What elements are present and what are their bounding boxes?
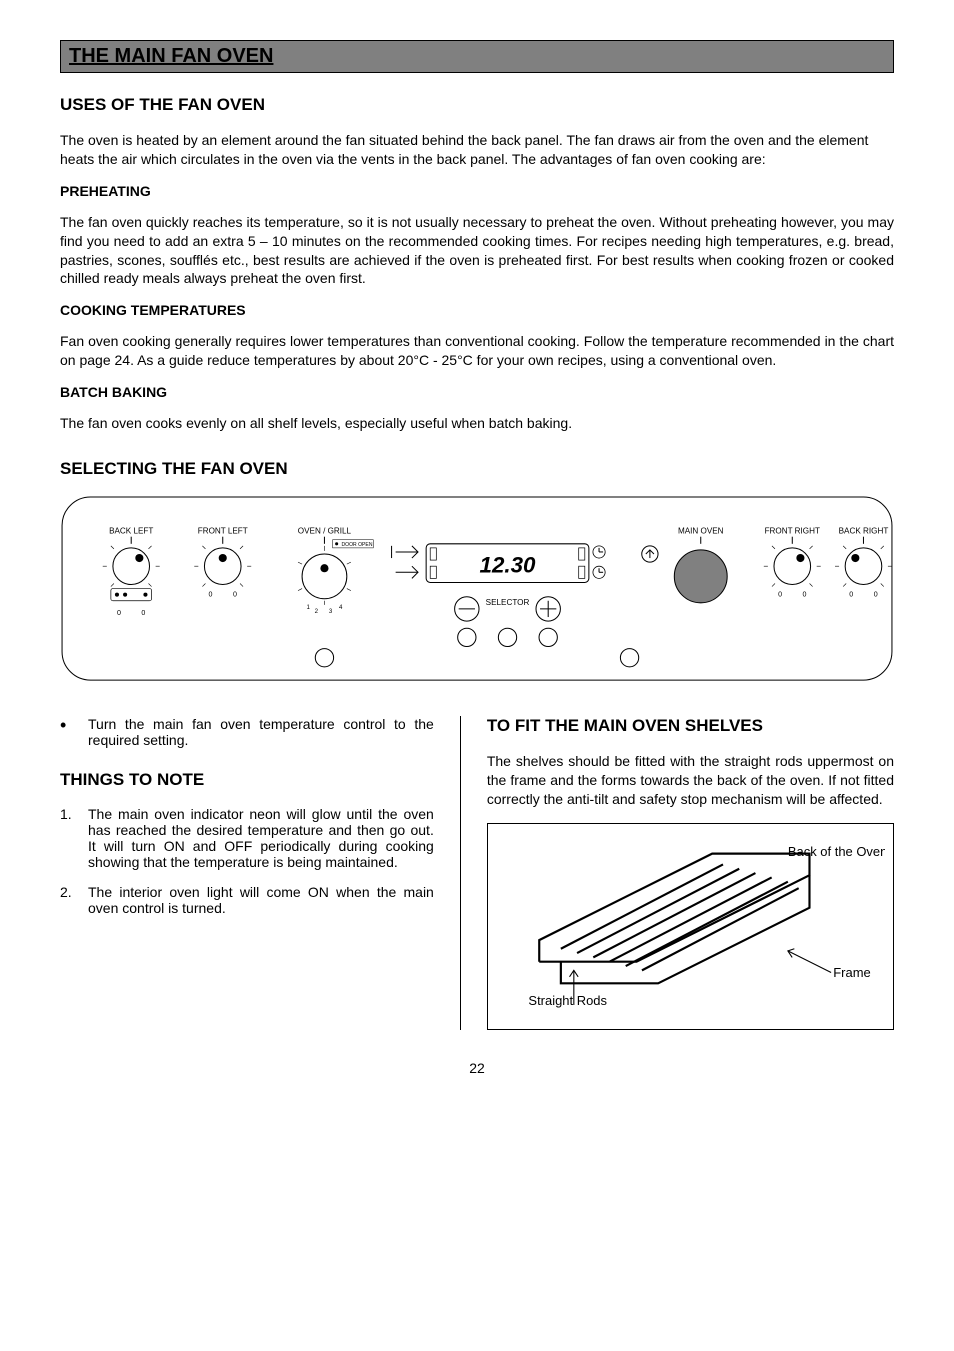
uses-heading: USES OF THE FAN OVEN (60, 95, 894, 115)
bullet-item: • Turn the main fan oven temperature con… (60, 716, 434, 748)
note-num-2: 2. (60, 884, 88, 916)
svg-text:2: 2 (315, 608, 319, 615)
clock-time: 12.30 (480, 552, 537, 577)
temps-body: Fan oven cooking generally requires lowe… (60, 332, 894, 370)
svg-text:0: 0 (874, 591, 878, 599)
uses-intro: The oven is heated by an element around … (60, 131, 894, 169)
bullet-text: Turn the main fan oven temperature contr… (88, 716, 434, 748)
note-item-1: 1. The main oven indicator neon will glo… (60, 806, 434, 870)
lbl-front-left: FRONT LEFT (198, 527, 248, 536)
lbl-back-left: BACK LEFT (109, 527, 153, 536)
bullet-list: • Turn the main fan oven temperature con… (60, 716, 434, 748)
svg-text:SELECTOR: SELECTOR (486, 598, 530, 607)
svg-text:0: 0 (778, 591, 782, 599)
title-text: THE MAIN FAN OVEN (69, 45, 273, 67)
shelves-heading: TO FIT THE MAIN OVEN SHELVES (487, 716, 894, 736)
note-text-2: The interior oven light will come ON whe… (88, 884, 434, 916)
right-column: TO FIT THE MAIN OVEN SHELVES The shelves… (461, 716, 894, 1029)
title-banner: THE MAIN FAN OVEN (60, 40, 894, 73)
note-item-2: 2. The interior oven light will come ON … (60, 884, 434, 916)
lbl-front-right: FRONT RIGHT (765, 527, 820, 536)
svg-text:4: 4 (339, 604, 343, 611)
svg-text:0: 0 (802, 591, 806, 599)
control-panel-svg: BACK LEFT 0 0 FRONT LEFT 0 0 (60, 495, 894, 698)
shelves-body: The shelves should be fitted with the st… (487, 752, 894, 809)
back-of-oven-label: Back of the Oven (788, 844, 885, 859)
svg-text:DOOR OPEN: DOOR OPEN (341, 542, 372, 548)
left-column: • Turn the main fan oven temperature con… (60, 716, 460, 1029)
page-number: 22 (60, 1060, 894, 1076)
two-column-layout: • Turn the main fan oven temperature con… (60, 716, 894, 1029)
frame-label: Frame (833, 965, 870, 980)
notes-heading: THINGS TO NOTE (60, 770, 434, 790)
shelf-svg: Back of the Oven Straight Ro (496, 832, 885, 1016)
lbl-main-oven: MAIN OVEN (678, 527, 724, 536)
note-text-1: The main oven indicator neon will glow u… (88, 806, 434, 870)
svg-text:0: 0 (849, 591, 853, 599)
note-num-1: 1. (60, 806, 88, 870)
straight-rods-label: Straight Rods (528, 993, 607, 1008)
control-panel-diagram: BACK LEFT 0 0 FRONT LEFT 0 0 (60, 495, 894, 698)
temps-heading: COOKING TEMPERATURES (60, 302, 894, 318)
batch-body: The fan oven cooks evenly on all shelf l… (60, 414, 894, 433)
lbl-back-right: BACK RIGHT (839, 527, 889, 536)
notes-list: 1. The main oven indicator neon will glo… (60, 806, 434, 916)
svg-text:3: 3 (329, 608, 333, 615)
shelf-diagram: Back of the Oven Straight Ro (487, 823, 894, 1030)
svg-text:0: 0 (209, 591, 213, 599)
preheating-body: The fan oven quickly reaches its tempera… (60, 213, 894, 289)
batch-heading: BATCH BAKING (60, 384, 894, 400)
svg-text:0: 0 (233, 591, 237, 599)
svg-text:0: 0 (141, 609, 145, 617)
bullet-icon: • (60, 716, 88, 748)
lbl-oven-grill: OVEN / GRILL (298, 527, 352, 536)
svg-text:0: 0 (117, 609, 121, 617)
preheating-heading: PREHEATING (60, 183, 894, 199)
selecting-heading: SELECTING THE FAN OVEN (60, 459, 894, 479)
svg-text:1: 1 (306, 604, 310, 611)
